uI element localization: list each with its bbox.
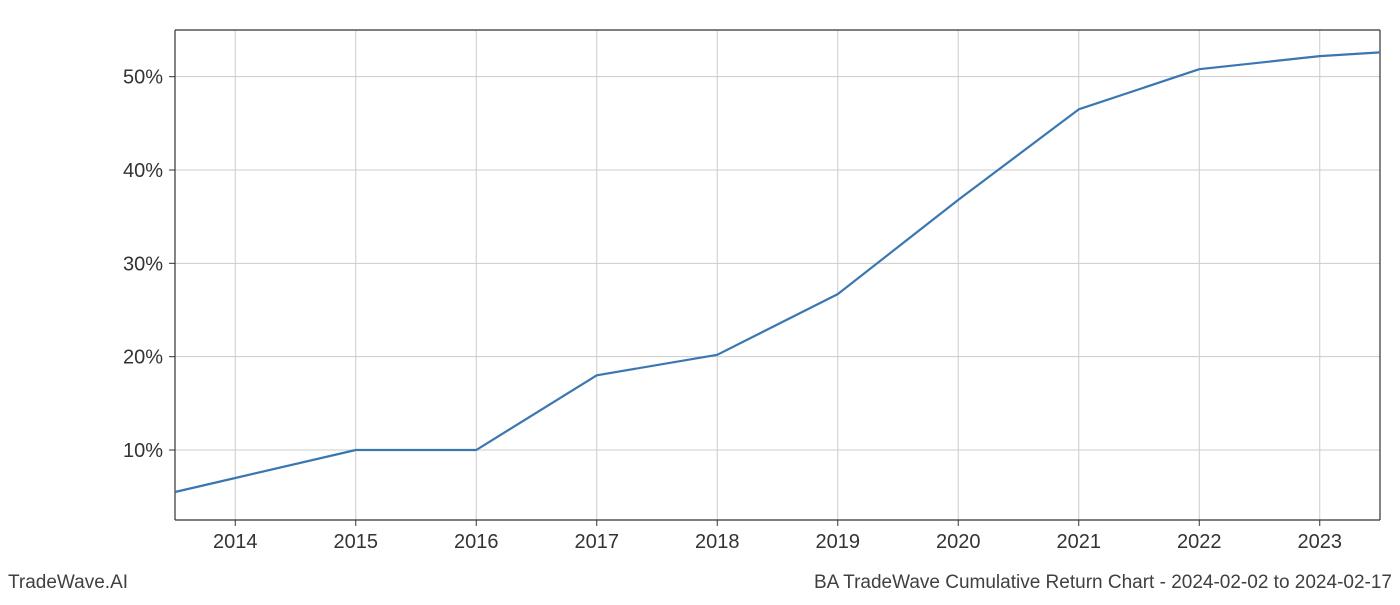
svg-text:2014: 2014 [213,531,258,553]
svg-text:30%: 30% [123,253,163,275]
svg-text:40%: 40% [123,160,163,182]
svg-text:2020: 2020 [936,531,981,553]
svg-text:2022: 2022 [1177,531,1222,553]
svg-text:2016: 2016 [454,531,499,553]
svg-text:50%: 50% [123,67,163,89]
footer-caption: BA TradeWave Cumulative Return Chart - 2… [814,572,1392,594]
svg-text:2017: 2017 [575,531,620,553]
chart-container: 2014 2015 2016 2017 2018 2019 2020 2021 2022 2023… [0,0,1400,600]
svg-text:2019: 2019 [816,531,861,553]
svg-text:2015: 2015 [334,531,379,553]
svg-text:2023: 2023 [1298,531,1343,553]
svg-text:10%: 10% [123,440,163,462]
svg-text:2018: 2018 [695,531,740,553]
svg-text:2021: 2021 [1057,531,1102,553]
footer-brand: TradeWave.AI [8,572,128,594]
line-chart: 2014 2015 2016 2017 2018 2019 2020 2021 2022 2023… [0,0,1400,600]
svg-text:20%: 20% [123,347,163,369]
